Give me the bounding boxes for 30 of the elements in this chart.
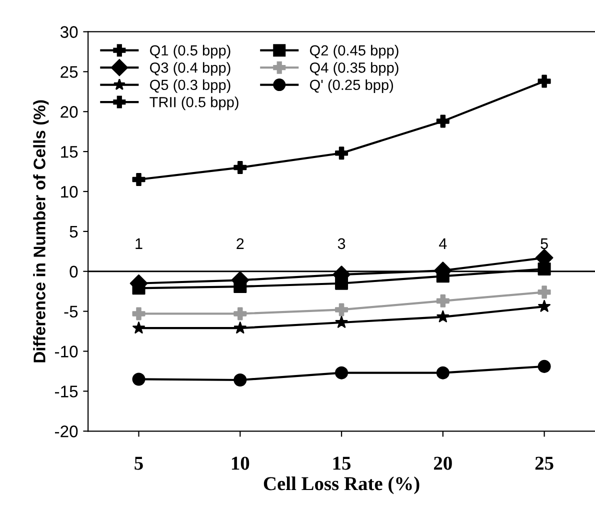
y-tick-label: 20 <box>60 106 78 118</box>
legend-label: Q1 (0.5 bpp) <box>150 44 230 58</box>
annotation: 2 <box>236 238 244 249</box>
legend-label: TRII (0.5 bpp) <box>150 96 238 110</box>
y-axis-title: Difference in Number of Cells (%) <box>33 100 49 362</box>
y-tick-label: -15 <box>54 386 78 398</box>
y-tick-label: 15 <box>61 146 78 158</box>
legend-label: Q2 (0.45 bpp) <box>310 44 398 58</box>
annotation: 1 <box>136 238 142 249</box>
legend-label: Q5 (0.3 bpp) <box>150 79 230 93</box>
y-tick-label: 10 <box>61 186 78 198</box>
legend-label: Q3 (0.4 bpp) <box>150 62 230 76</box>
y-tick-label: -10 <box>54 346 78 358</box>
y-tick-label: 30 <box>60 26 78 38</box>
x-tick-label: 5 <box>134 456 143 470</box>
y-tick-label: 0 <box>70 266 78 278</box>
annotation: 5 <box>540 238 548 250</box>
annotation: 4 <box>439 238 447 249</box>
y-tick-label: -20 <box>54 426 78 438</box>
legend-label: Q' (0.25 bpp) <box>310 79 394 93</box>
y-tick-label: 5 <box>70 226 78 238</box>
y-tick-label: -5 <box>64 306 78 318</box>
annotation: 3 <box>338 238 346 250</box>
y-tick-label: 25 <box>60 66 78 78</box>
x-tick-label: 10 <box>232 456 250 470</box>
x-tick-label: 25 <box>535 456 554 470</box>
x-tick-label: 20 <box>434 456 452 470</box>
legend-label: Q4 (0.35 bpp) <box>310 62 398 76</box>
x-axis-title: Cell Loss Rate (%) <box>264 476 420 494</box>
x-tick-label: 15 <box>333 456 351 470</box>
